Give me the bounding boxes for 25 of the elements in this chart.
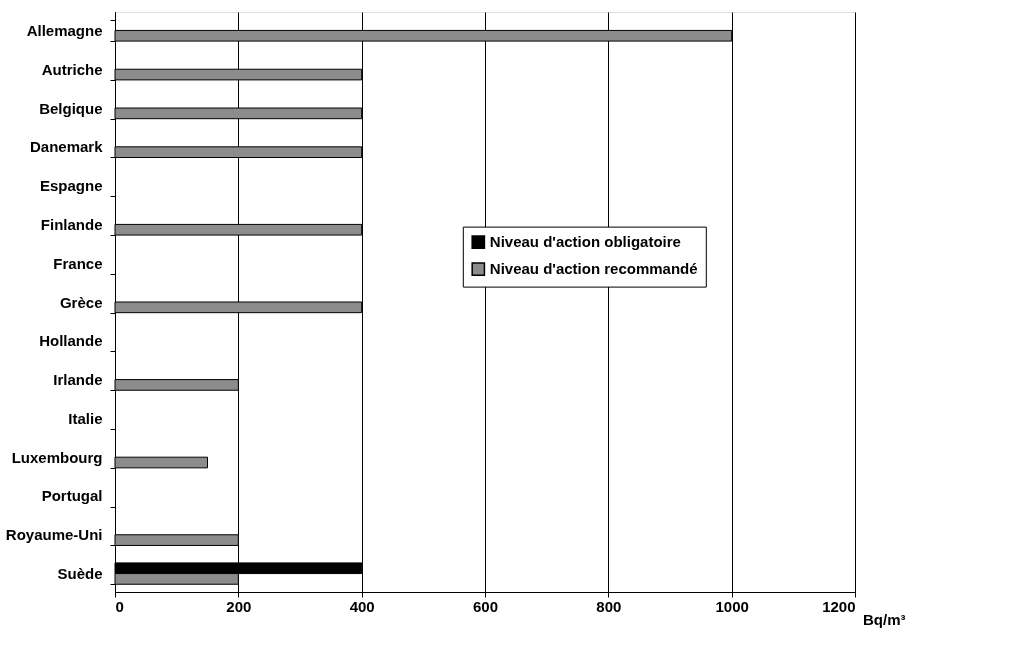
x-tick-label: 0 [115,597,124,615]
y-tick-label: Suède [57,565,103,583]
y-tick-label: Irlande [53,371,103,389]
x-tick-label: 800 [596,597,622,615]
y-tick-label: Espagne [39,177,103,195]
y-tick-label: Autriche [41,60,103,78]
y-tick-label: Portugal [41,487,103,505]
x-tick-label: 400 [349,597,375,615]
y-tick-label: France [53,254,103,272]
y-tick-label: Royaume-Uni [5,526,103,544]
y-tick-label: Allemagne [26,21,103,39]
x-tick-label: 1000 [715,597,749,615]
y-tick-label: Luxembourg [11,448,103,466]
legend-label: Niveau d'action obligatoire [489,233,681,251]
y-tick-label: Grèce [59,293,103,311]
x-tick-label: 600 [472,597,499,615]
y-tick-label: Hollande [39,332,103,350]
x-tick-label: 200 [226,597,252,615]
legend-label: Niveau d'action recommandé [489,260,698,278]
y-tick-label: Belgique [39,99,103,117]
y-tick-label: Italie [68,409,103,427]
x-tick-label: 1200 [822,597,856,615]
x-axis-title: Bq/m³ [863,610,906,628]
y-tick-label: Danemark [29,138,104,156]
y-tick-label: Finlande [40,215,103,233]
